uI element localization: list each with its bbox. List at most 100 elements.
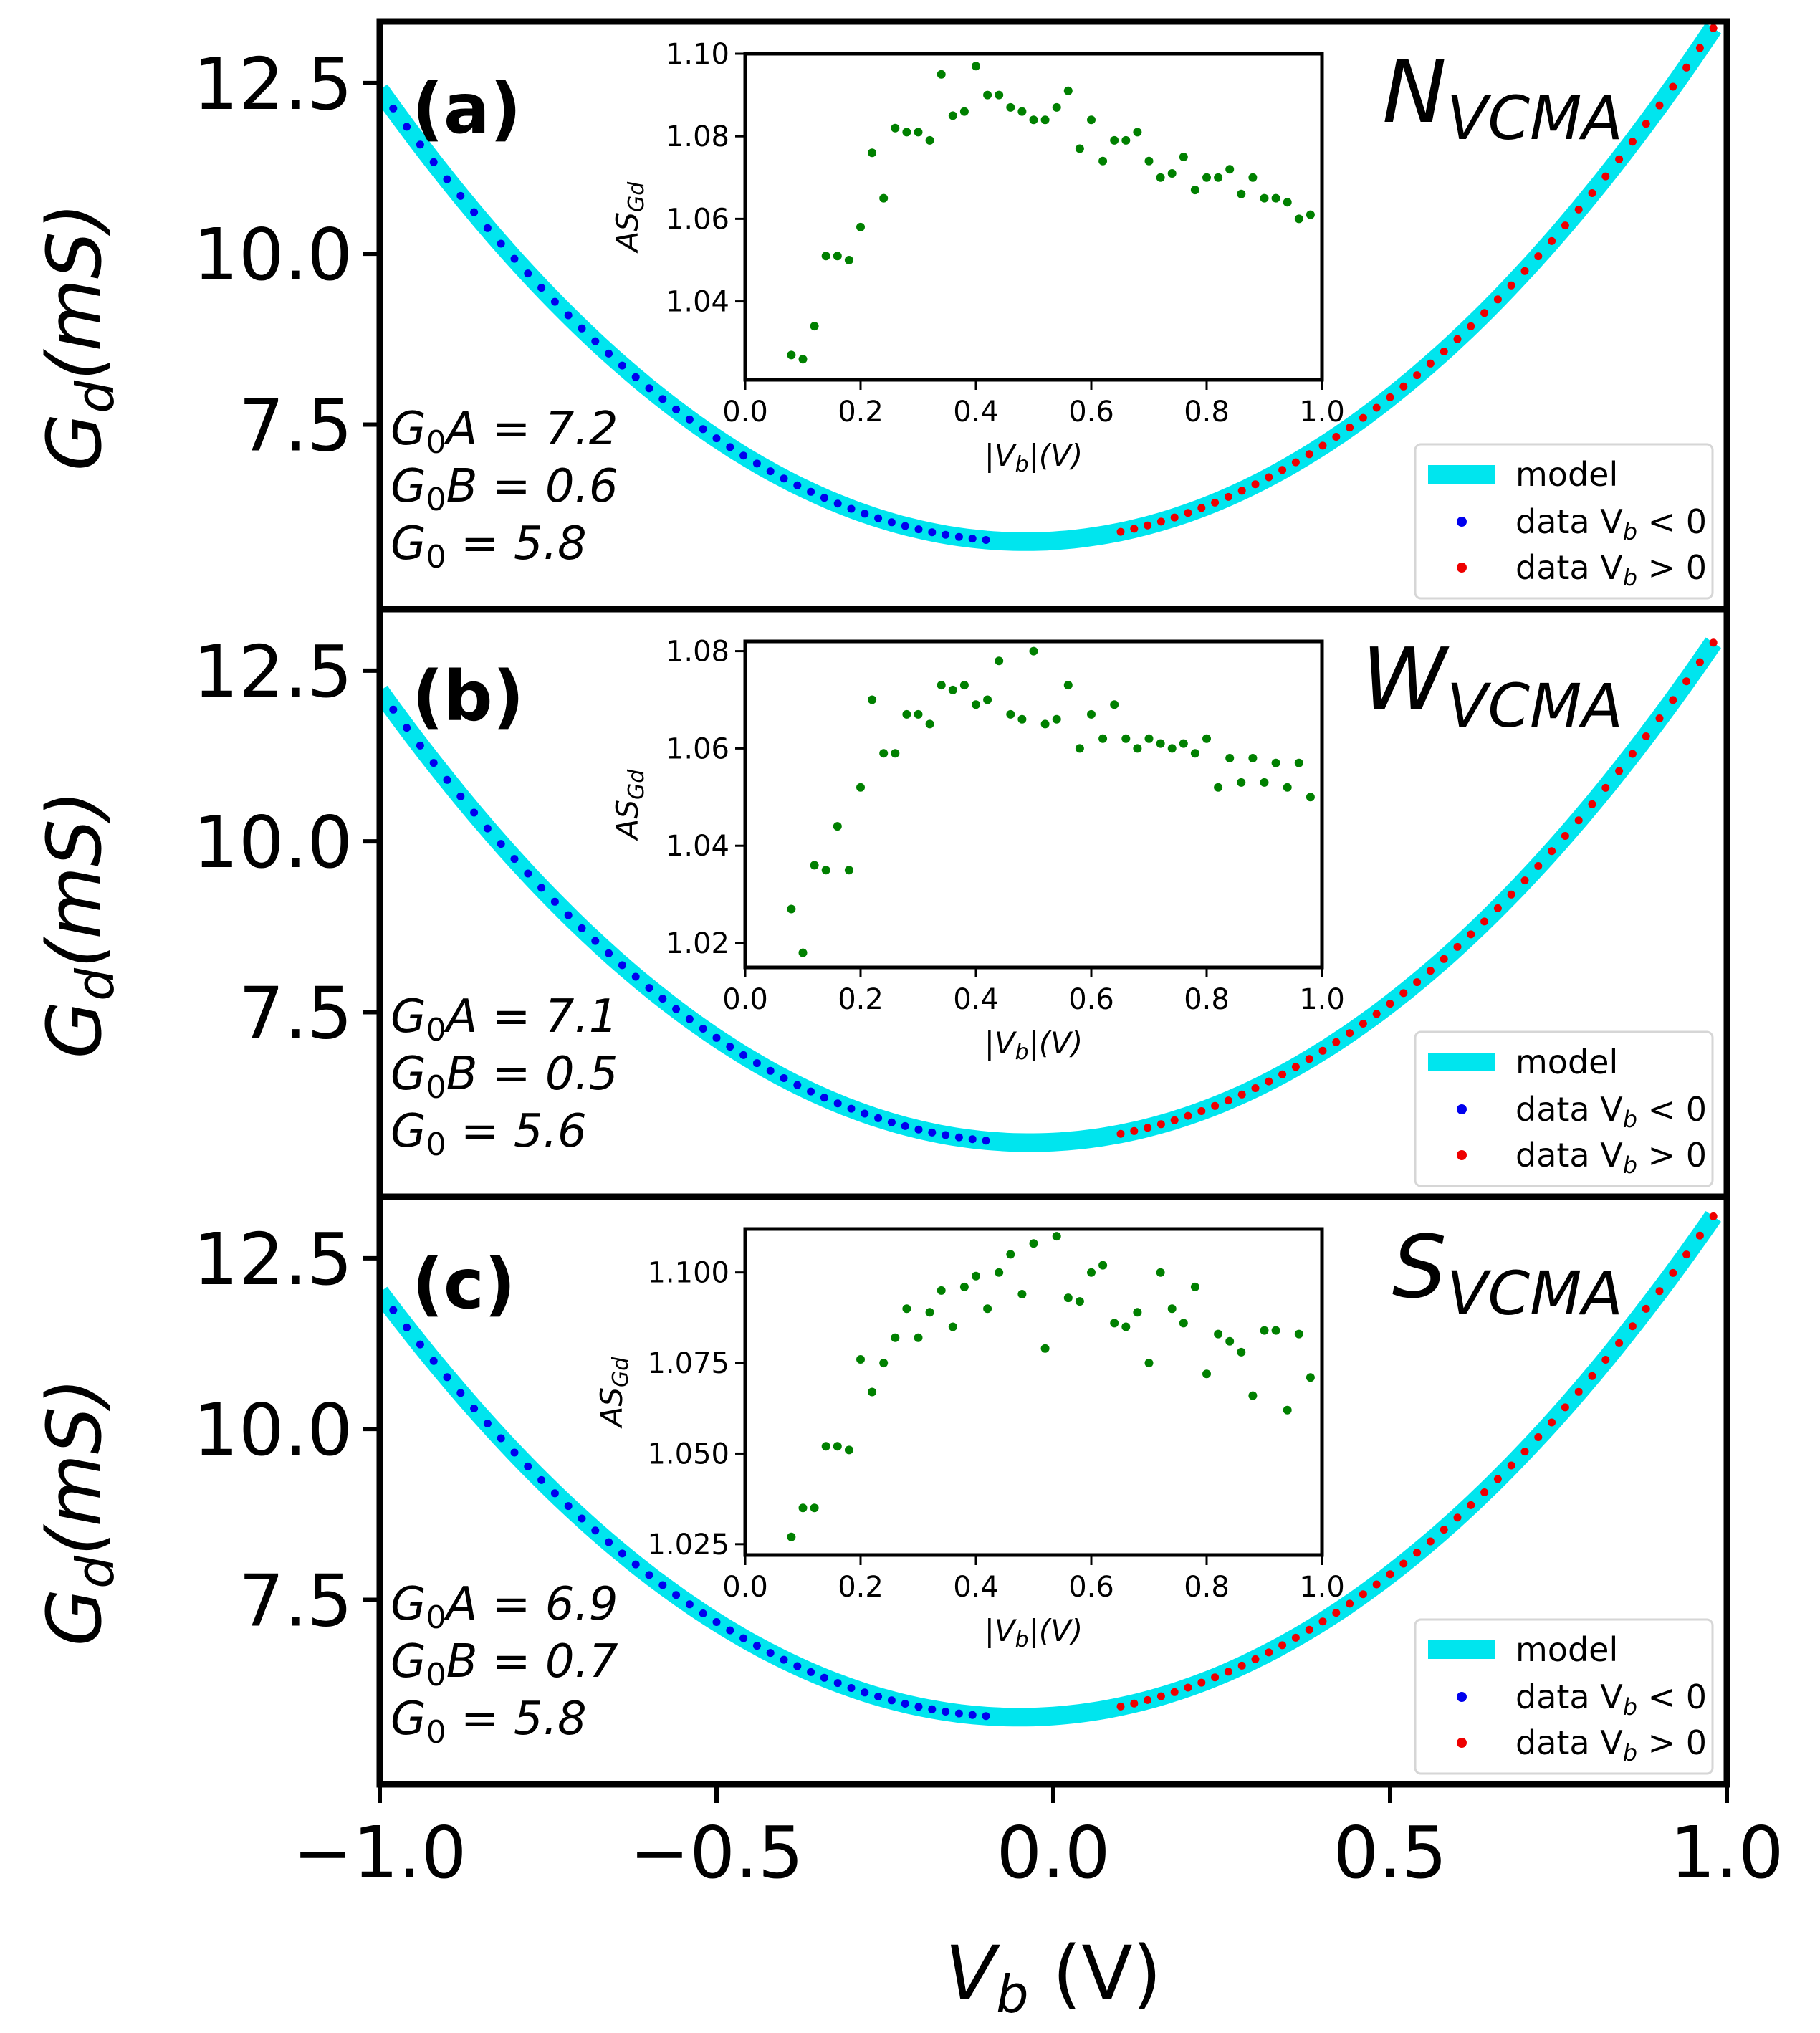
inset-data-point [1110,700,1119,709]
data-point-pos [1642,1304,1650,1313]
x-tick-label: 0.5 [1333,1811,1447,1895]
data-point-pos [1695,1231,1704,1240]
data-point-pos [1413,371,1422,380]
data-point-neg [456,1389,465,1397]
data-point-pos [1116,1702,1125,1711]
data-point-neg [726,1043,734,1051]
inset-frame [743,639,1324,970]
inset-data-point [937,681,946,690]
data-point-neg [861,510,869,518]
inset-data-point [1144,1359,1154,1368]
data-point-neg [928,528,937,537]
data-point-neg [578,1514,586,1523]
data-point-neg [429,1357,438,1365]
legend-neg-label: data Vb < 0 [1515,1090,1707,1133]
inset-data-point [844,1445,853,1455]
data-point-pos [1156,1120,1165,1129]
inset-data-point [821,252,830,261]
data-point-pos [1709,638,1718,647]
inset-data-point [937,1286,946,1295]
data-point-neg [901,1700,909,1708]
data-point-pos [1305,1055,1313,1063]
inset-data-point [1052,1232,1061,1241]
inset-data-point [856,1355,865,1364]
data-point-pos [1548,1418,1556,1427]
data-point-neg [443,175,451,183]
data-point-neg [699,1609,707,1617]
inset-data-point [1167,744,1177,753]
data-point-pos [1642,732,1650,740]
inset-data-point [1156,1268,1165,1277]
inset-data-point [1294,1329,1303,1339]
y-tick-label: 10.0 [193,1388,353,1472]
inset-data-point [1190,749,1199,758]
data-point-pos [1372,1010,1381,1018]
data-point-neg [968,535,977,543]
inset-data-point [1306,1373,1315,1382]
data-point-pos [1628,1322,1637,1331]
data-point-neg [793,481,802,489]
legend-model-label: model [1515,1630,1618,1669]
data-point-neg [672,1591,681,1599]
inset-data-point [1052,714,1061,724]
data-point-neg [483,224,492,232]
inset-data-point [1283,198,1292,207]
data-point-neg [416,1340,424,1349]
data-point-pos [1574,816,1583,825]
data-point-neg [483,1420,492,1427]
data-point-neg [928,1705,937,1713]
data-point-neg [954,1709,963,1718]
inset-x-tick-label: 0.6 [1068,396,1114,429]
inset-data-point [914,709,923,719]
inset-data-point [868,148,877,158]
inset-data-point [1029,1239,1038,1248]
data-point-neg [752,1059,761,1068]
inset-data-point [1202,734,1211,743]
inset-data-point [787,904,796,914]
y-tick-label: 10.0 [193,213,353,297]
inset-data-point [1225,1336,1235,1346]
inset-data-point [1260,778,1269,787]
data-point-pos [1413,978,1422,987]
data-point-pos [1305,1625,1313,1634]
data-point-pos [1426,967,1435,975]
data-point-neg [389,705,398,714]
panel-title: SVCMA [1392,1218,1623,1329]
data-point-neg [578,924,586,932]
legend-neg-label: data Vb < 0 [1515,502,1707,545]
data-point-pos [1588,1372,1596,1380]
data-point-neg [456,792,465,800]
inset-y-tick-label: 1.06 [666,732,729,765]
inset: 0.0 0.2 0.4 0.6 0.8 1.0 1.02 1.04 1.06 1.08 |Vb|(V… [610,636,1345,1065]
data-point-pos [1601,172,1610,181]
inset-data-point [856,783,865,792]
legend-pos-swatch [1457,563,1467,573]
inset-data-point [948,111,957,120]
inset-data-point [1017,107,1027,116]
data-point-pos [1372,1580,1381,1589]
data-point-pos [1130,1699,1139,1708]
data-point-pos [1507,890,1515,899]
inset: 0.0 0.2 0.4 0.6 0.8 1.0 1.04 1.06 1.08 1.10 |Vb|(V… [610,38,1345,477]
data-point-pos [1453,1513,1462,1522]
data-point-pos [1184,509,1192,517]
data-point-pos [1144,521,1152,530]
inset-data-point [983,90,992,100]
data-point-neg [914,1125,923,1134]
data-point-neg [793,1662,802,1670]
data-point-neg [766,1649,775,1658]
data-point-pos [1237,1090,1246,1099]
data-point-pos [1682,1250,1691,1259]
data-point-pos [1184,1683,1192,1692]
data-point-pos [1130,525,1139,533]
inset-data-point [1144,734,1154,743]
data-point-neg [497,239,505,248]
inset-x-axis-label: |Vb|(V) [985,1025,1083,1065]
data-point-neg [820,494,828,502]
inset-data-point [879,749,889,758]
data-point-pos [1493,1475,1502,1483]
inset-data-point [1110,1319,1119,1328]
data-point-neg [833,1099,842,1108]
